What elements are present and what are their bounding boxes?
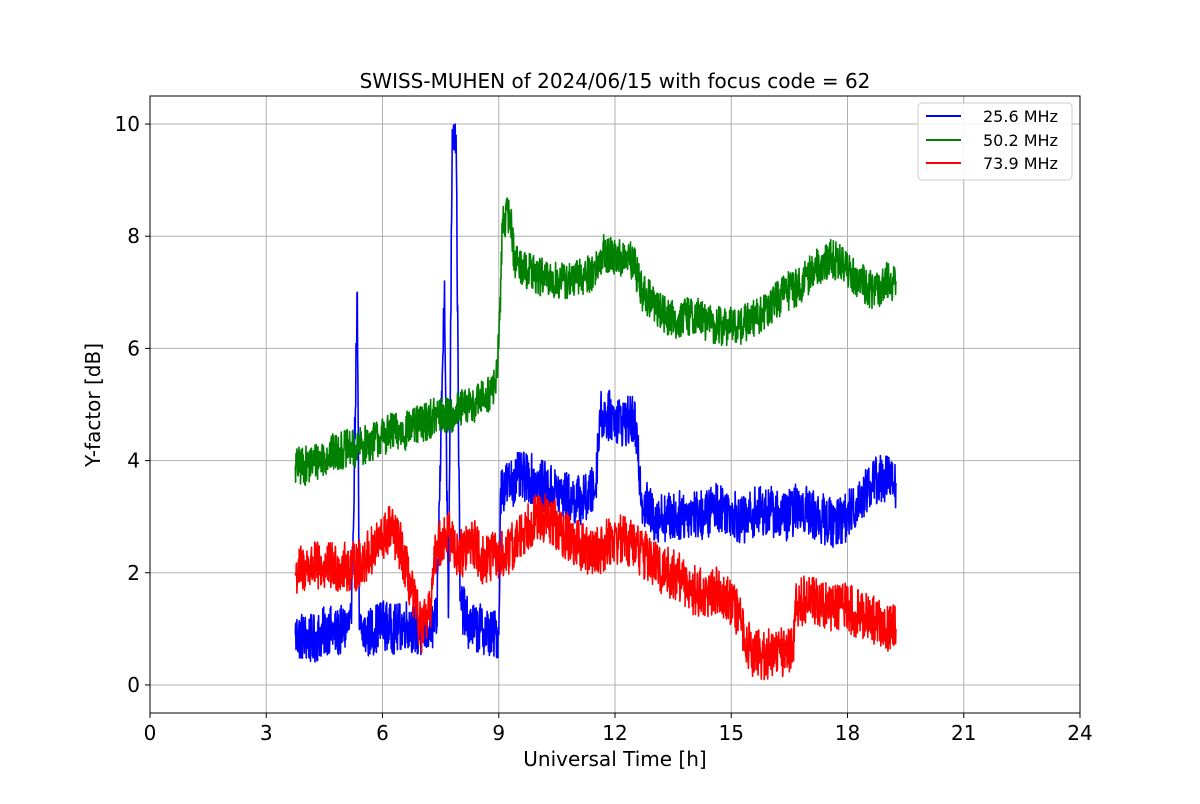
series-line-73-9-mhz xyxy=(294,493,897,681)
series-line-25-6-mhz xyxy=(294,123,897,663)
legend-label-50-2-mhz: 50.2 MHz xyxy=(983,131,1058,150)
y-tick-label: 2 xyxy=(127,561,140,585)
y-tick-label: 4 xyxy=(127,449,140,473)
series-line-50-2-mhz xyxy=(294,197,897,486)
plot-frame xyxy=(149,95,1081,714)
x-tick-label: 15 xyxy=(719,721,744,745)
legend-item-25-6-mhz: 25.6 MHz xyxy=(926,107,1058,126)
legend-label-25-6-mhz: 25.6 MHz xyxy=(983,107,1058,126)
series-lines xyxy=(294,123,897,681)
x-axis-label: Universal Time [h] xyxy=(523,747,706,771)
y-tick-label: 0 xyxy=(127,673,140,697)
legend-item-73-9-mhz: 73.9 MHz xyxy=(926,154,1058,173)
x-tick-label: 18 xyxy=(835,721,860,745)
x-axis-ticks: 0 3 6 9 12 15 18 21 24 xyxy=(144,713,1093,745)
x-tick-label: 24 xyxy=(1067,721,1092,745)
legend-item-50-2-mhz: 50.2 MHz xyxy=(926,131,1058,150)
x-tick-label: 12 xyxy=(602,721,627,745)
y-tick-label: 8 xyxy=(127,224,140,248)
x-tick-label: 6 xyxy=(376,721,389,745)
chart-title: SWISS-MUHEN of 2024/06/15 with focus cod… xyxy=(360,69,871,93)
x-tick-label: 3 xyxy=(260,721,273,745)
x-tick-label: 21 xyxy=(951,721,976,745)
y-axis-ticks: 0 2 4 6 8 10 xyxy=(115,112,150,697)
x-tick-label: 9 xyxy=(492,721,505,745)
legend-label-73-9-mhz: 73.9 MHz xyxy=(983,154,1058,173)
legend: 25.6 MHz 50.2 MHz 73.9 MHz xyxy=(917,102,1073,181)
x-tick-label: 0 xyxy=(144,721,157,745)
y-axis-label: Y-factor [dB] xyxy=(81,343,105,468)
y-tick-label: 10 xyxy=(115,112,140,136)
legend-box xyxy=(917,102,1073,181)
y-tick-label: 6 xyxy=(127,336,140,360)
